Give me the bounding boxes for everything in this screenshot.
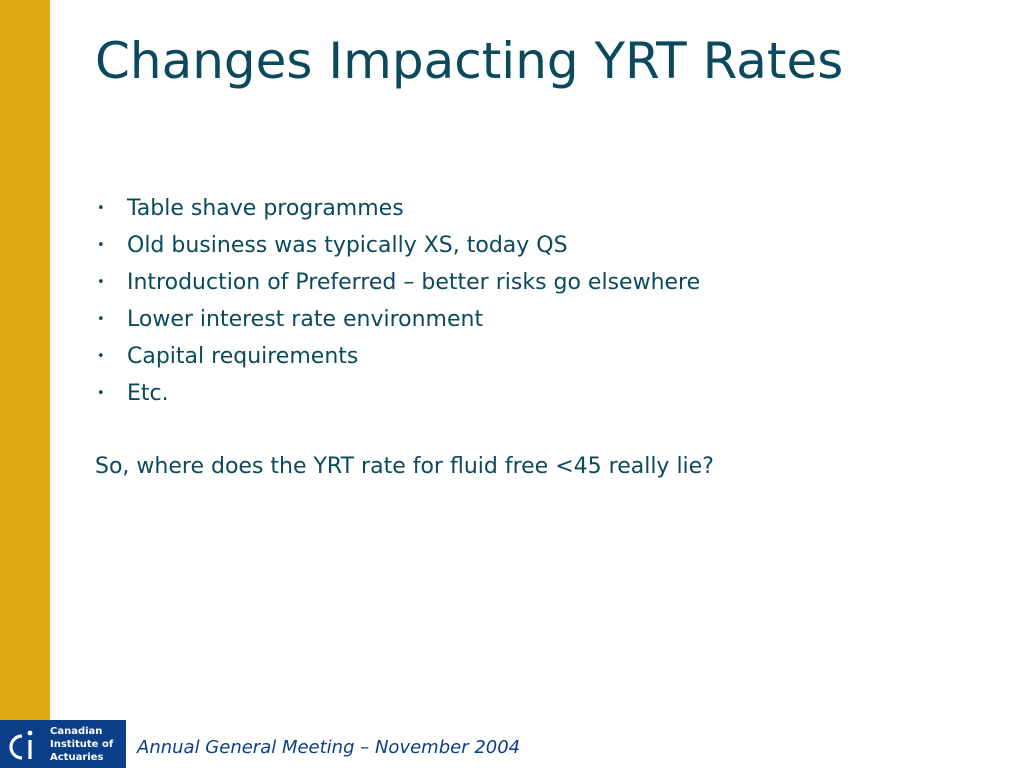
logo-line: Canadian — [50, 725, 103, 737]
bullet-icon: • — [97, 238, 105, 253]
bullet-icon: • — [97, 386, 105, 401]
bullet-icon: • — [97, 312, 105, 327]
bullet-text: Etc. — [127, 381, 169, 406]
list-item: • Capital requirements — [95, 338, 700, 375]
bullet-text: Table shave programmes — [127, 196, 404, 221]
list-item: • Lower interest rate environment — [95, 301, 700, 338]
bullet-icon: • — [97, 275, 105, 290]
list-item: • Table shave programmes — [95, 190, 700, 227]
list-item: • Old business was typically XS, today Q… — [95, 227, 700, 264]
footer-text: Annual General Meeting – November 2004 — [137, 737, 521, 758]
bullet-text: Old business was typically XS, today QS — [127, 233, 568, 258]
cia-logo: Canadian Institute of Actuaries — [0, 720, 126, 768]
bullet-icon: • — [97, 349, 105, 364]
bullet-text: Lower interest rate environment — [127, 307, 484, 332]
question-text: So, where does the YRT rate for fluid fr… — [95, 454, 714, 479]
bullet-icon: • — [97, 201, 105, 216]
accent-bar — [0, 0, 50, 720]
cia-logo-icon — [0, 720, 42, 768]
logo-line: Actuaries — [50, 751, 104, 763]
logo-wordmark: Canadian Institute of Actuaries — [50, 725, 113, 764]
bullet-text: Capital requirements — [127, 344, 359, 369]
slide-title: Changes Impacting YRT Rates — [95, 32, 844, 90]
bullet-text: Introduction of Preferred – better risks… — [127, 270, 701, 295]
list-item: • Etc. — [95, 375, 700, 412]
bullet-list: • Table shave programmes • Old business … — [95, 190, 700, 412]
logo-line: Institute of — [50, 738, 114, 750]
list-item: • Introduction of Preferred – better ris… — [95, 264, 700, 301]
